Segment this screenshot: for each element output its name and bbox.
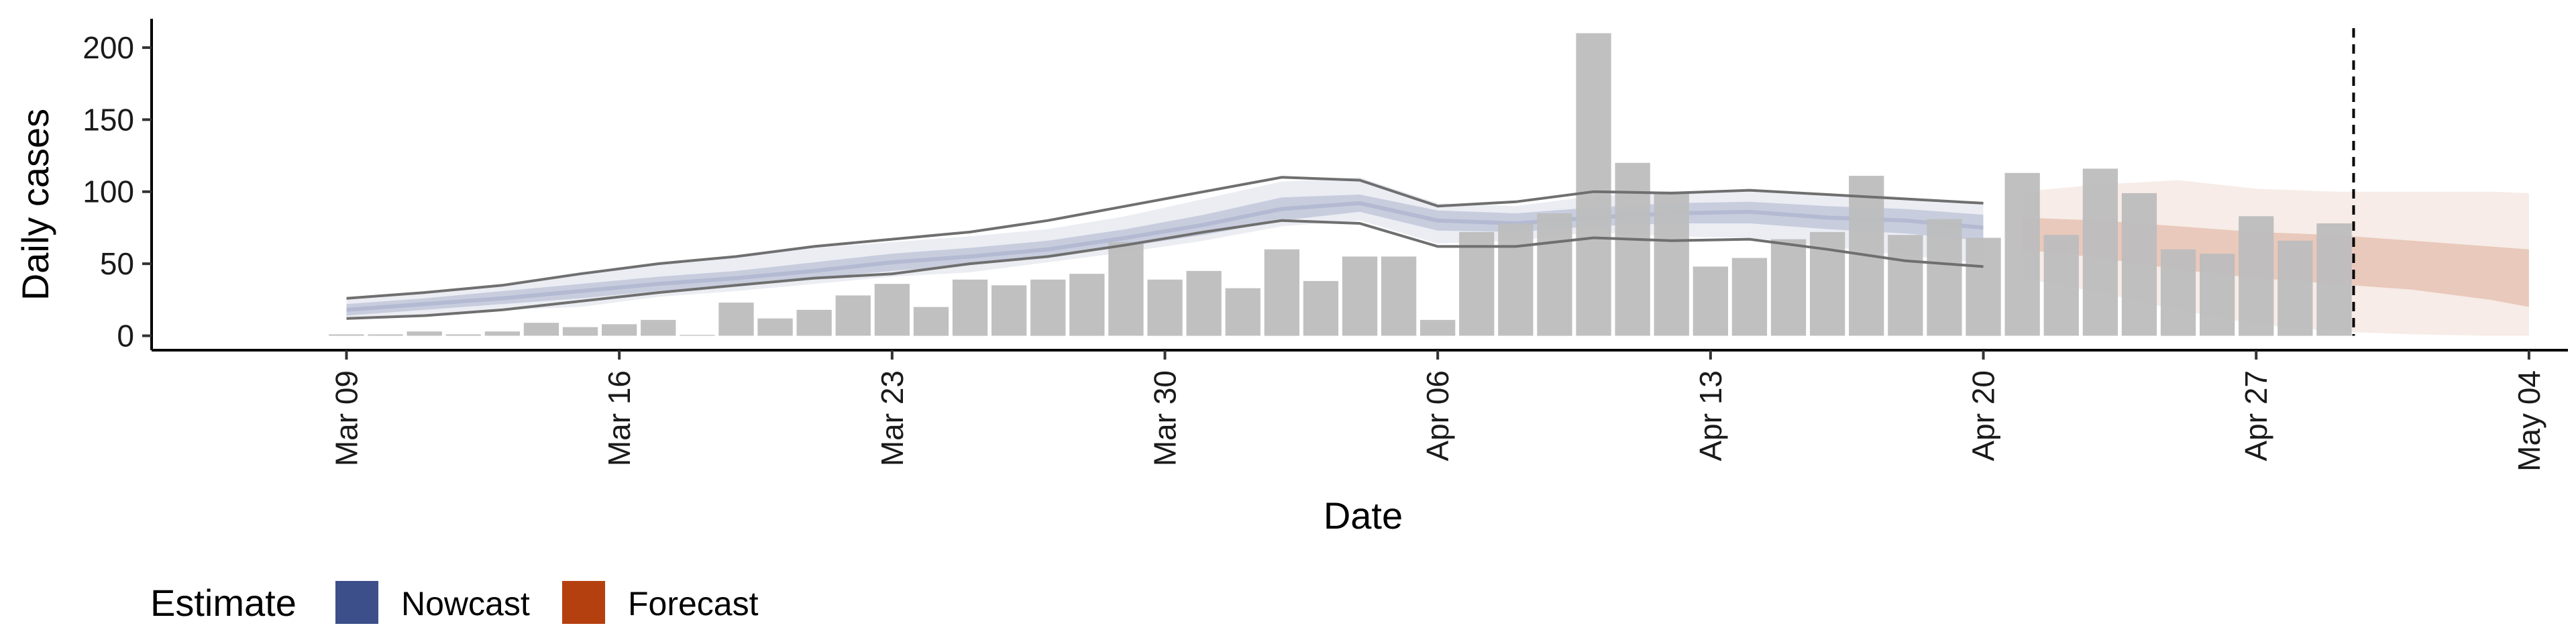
case-bar — [2082, 168, 2118, 336]
case-bar — [718, 303, 754, 336]
case-bar — [2004, 172, 2040, 336]
case-bar — [407, 331, 442, 336]
x-tick-label: Apr 20 — [1966, 370, 2001, 462]
x-tick-label: Apr 13 — [1693, 370, 1728, 462]
case-bar — [1693, 266, 1728, 336]
case-bar — [2043, 235, 2079, 336]
case-bar — [2200, 254, 2235, 336]
case-bar — [1498, 223, 1534, 336]
case-bar — [2316, 223, 2352, 336]
x-tick-label: Mar 09 — [329, 370, 364, 466]
case-bar — [1654, 191, 1689, 336]
axes: 0 50 100 150 200 Mar 09 Mar 16 Mar 23 Mar 30 Apr … — [83, 19, 2568, 472]
case-bar — [1108, 241, 1144, 336]
case-bar — [1770, 239, 1807, 336]
case-bar — [1537, 213, 1572, 336]
case-bar — [913, 307, 949, 336]
case-bar — [1342, 256, 1378, 336]
nowcast-lower-outline — [346, 219, 1984, 320]
nowcast-band-50 — [346, 195, 1984, 316]
legend: Estimate Nowcast Forecast — [150, 581, 759, 624]
case-bar — [484, 331, 520, 336]
case-bar — [2239, 216, 2274, 336]
nowcast-median-line — [346, 201, 1984, 312]
case-bar — [1225, 288, 1260, 336]
x-tick-label: Mar 23 — [875, 370, 910, 466]
case-bar — [1576, 33, 1611, 336]
case-bar — [1069, 274, 1105, 336]
case-bar — [1264, 249, 1299, 336]
x-axis-title: Date — [1324, 494, 1403, 537]
case-bar — [952, 279, 988, 336]
case-bar — [1731, 258, 1768, 336]
case-bar — [1147, 279, 1183, 336]
y-tick-label: 150 — [83, 102, 134, 137]
y-tick-label: 200 — [83, 30, 134, 65]
case-bar — [2121, 193, 2157, 336]
case-bar — [1966, 237, 2001, 336]
legend-swatch-nowcast — [335, 581, 378, 624]
reported-case-bars — [329, 33, 2352, 336]
case-bar — [1459, 231, 1495, 336]
legend-title: Estimate — [150, 582, 297, 624]
case-bar — [641, 319, 676, 336]
y-axis-title: Daily cases — [14, 109, 56, 301]
case-bar — [757, 318, 793, 336]
case-bar — [835, 295, 871, 336]
x-tick-label: Apr 06 — [1420, 370, 1455, 462]
y-tick-label: 100 — [83, 174, 134, 209]
case-bar — [1186, 270, 1222, 336]
legend-swatch-forecast — [562, 581, 605, 624]
case-bar — [1303, 280, 1339, 336]
case-bar — [602, 324, 637, 336]
interval-outline-lines — [346, 176, 1984, 320]
x-tick-label: Mar 16 — [602, 370, 637, 466]
case-bar — [1381, 256, 1417, 336]
case-bar — [562, 327, 598, 336]
case-bar — [1420, 319, 1456, 336]
case-bar — [445, 334, 481, 336]
legend-label-nowcast: Nowcast — [401, 585, 530, 623]
x-tick-label: Apr 27 — [2239, 370, 2273, 462]
case-bar — [1030, 279, 1066, 336]
case-bar — [2277, 240, 2313, 336]
y-tick-label: 50 — [100, 246, 134, 281]
case-bar — [2160, 249, 2196, 336]
x-tick-label: May 04 — [2512, 370, 2546, 472]
case-bar — [523, 323, 559, 336]
nowcast-upper-outline — [346, 176, 1984, 300]
case-bar — [1927, 219, 1962, 336]
case-bar — [1888, 235, 1923, 336]
case-bar — [796, 309, 832, 336]
case-bar — [368, 334, 403, 336]
y-tick-label: 0 — [117, 319, 134, 354]
x-tick-label: Mar 30 — [1148, 370, 1183, 466]
case-bar — [874, 284, 910, 336]
case-bar — [1615, 162, 1650, 336]
legend-label-forecast: Forecast — [628, 585, 759, 623]
case-bar — [991, 285, 1027, 336]
case-bar — [329, 334, 364, 336]
